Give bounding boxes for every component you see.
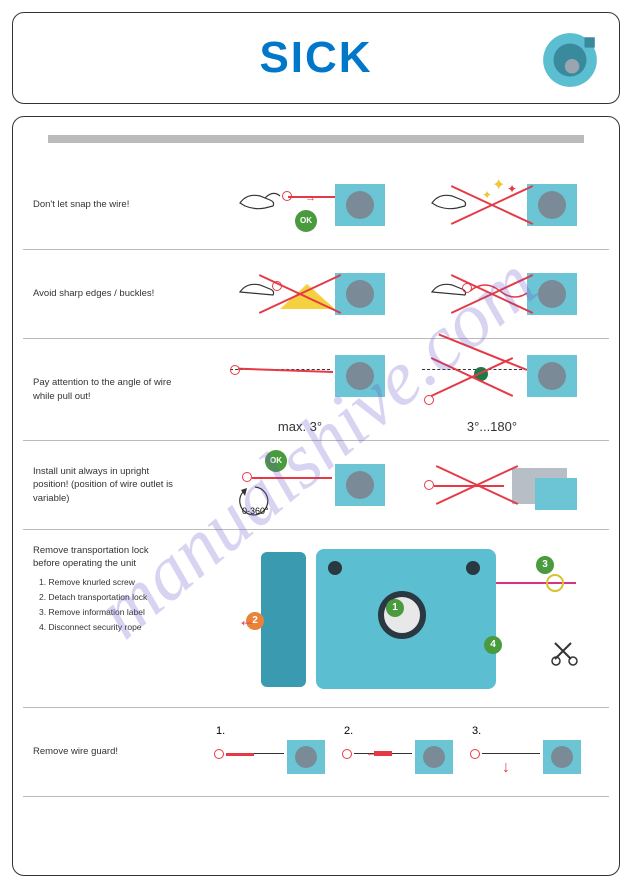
row-diagrams: 1. 2. ← 3. ↓ (183, 716, 609, 788)
instruction-row-2: Avoid sharp edges / buckles! (23, 250, 609, 339)
step-num-1: 1. (216, 725, 225, 737)
step-num-2: 2. (344, 725, 353, 737)
row-diagrams: max. 3° 3°...180° (183, 347, 609, 432)
scissors-icon (551, 639, 581, 669)
row-label: Install unit always in upright position!… (23, 465, 183, 505)
angle-caption-1: max. 3° (210, 419, 390, 434)
instruction-row-1: Don't let snap the wire! OK → ✦ ✦ ✦ (23, 161, 609, 250)
sensor-icon (539, 29, 601, 91)
row-diagrams: OK 0-360° (183, 449, 609, 521)
row-label: Remove wire guard! (23, 745, 183, 758)
instruction-row-4: Install unit always in upright position!… (23, 441, 609, 530)
content-panel: Don't let snap the wire! OK → ✦ ✦ ✦ Avoi… (12, 116, 620, 876)
row-label: Pay attention to the angle of wire while… (23, 376, 183, 403)
divider-bar (48, 135, 584, 143)
row-diagrams: OK → ✦ ✦ ✦ (183, 169, 609, 241)
rotation-label: 0-360° (242, 506, 269, 516)
header: SICK (12, 12, 620, 104)
instruction-row-6: Remove wire guard! 1. 2. ← (23, 708, 609, 797)
instruction-row-3: Pay attention to the angle of wire while… (23, 339, 609, 441)
badge-1: 1 (386, 599, 404, 617)
step-4: 4. Disconnect security rope (39, 620, 173, 635)
step-1: 1. Remove knurled screw (39, 575, 173, 590)
badge-3: 3 (536, 556, 554, 574)
step-2: 2. Detach transportation lock (39, 590, 173, 605)
brand-logo: SICK (259, 33, 372, 83)
step-3: 3. Remove information label (39, 605, 173, 620)
row-label: Avoid sharp edges / buckles! (23, 287, 183, 300)
badge-4: 4 (484, 636, 502, 654)
row-label: Don't let snap the wire! (23, 198, 183, 211)
step-num-3: 3. (472, 725, 481, 737)
row-diagrams (183, 258, 609, 330)
row-label: Remove transportation lock before operat… (23, 544, 183, 636)
instruction-row-5: Remove transportation lock before operat… (23, 530, 609, 708)
row-diagrams: 1 2 3 4 ← (183, 544, 609, 699)
angle-caption-2: 3°...180° (402, 419, 582, 434)
